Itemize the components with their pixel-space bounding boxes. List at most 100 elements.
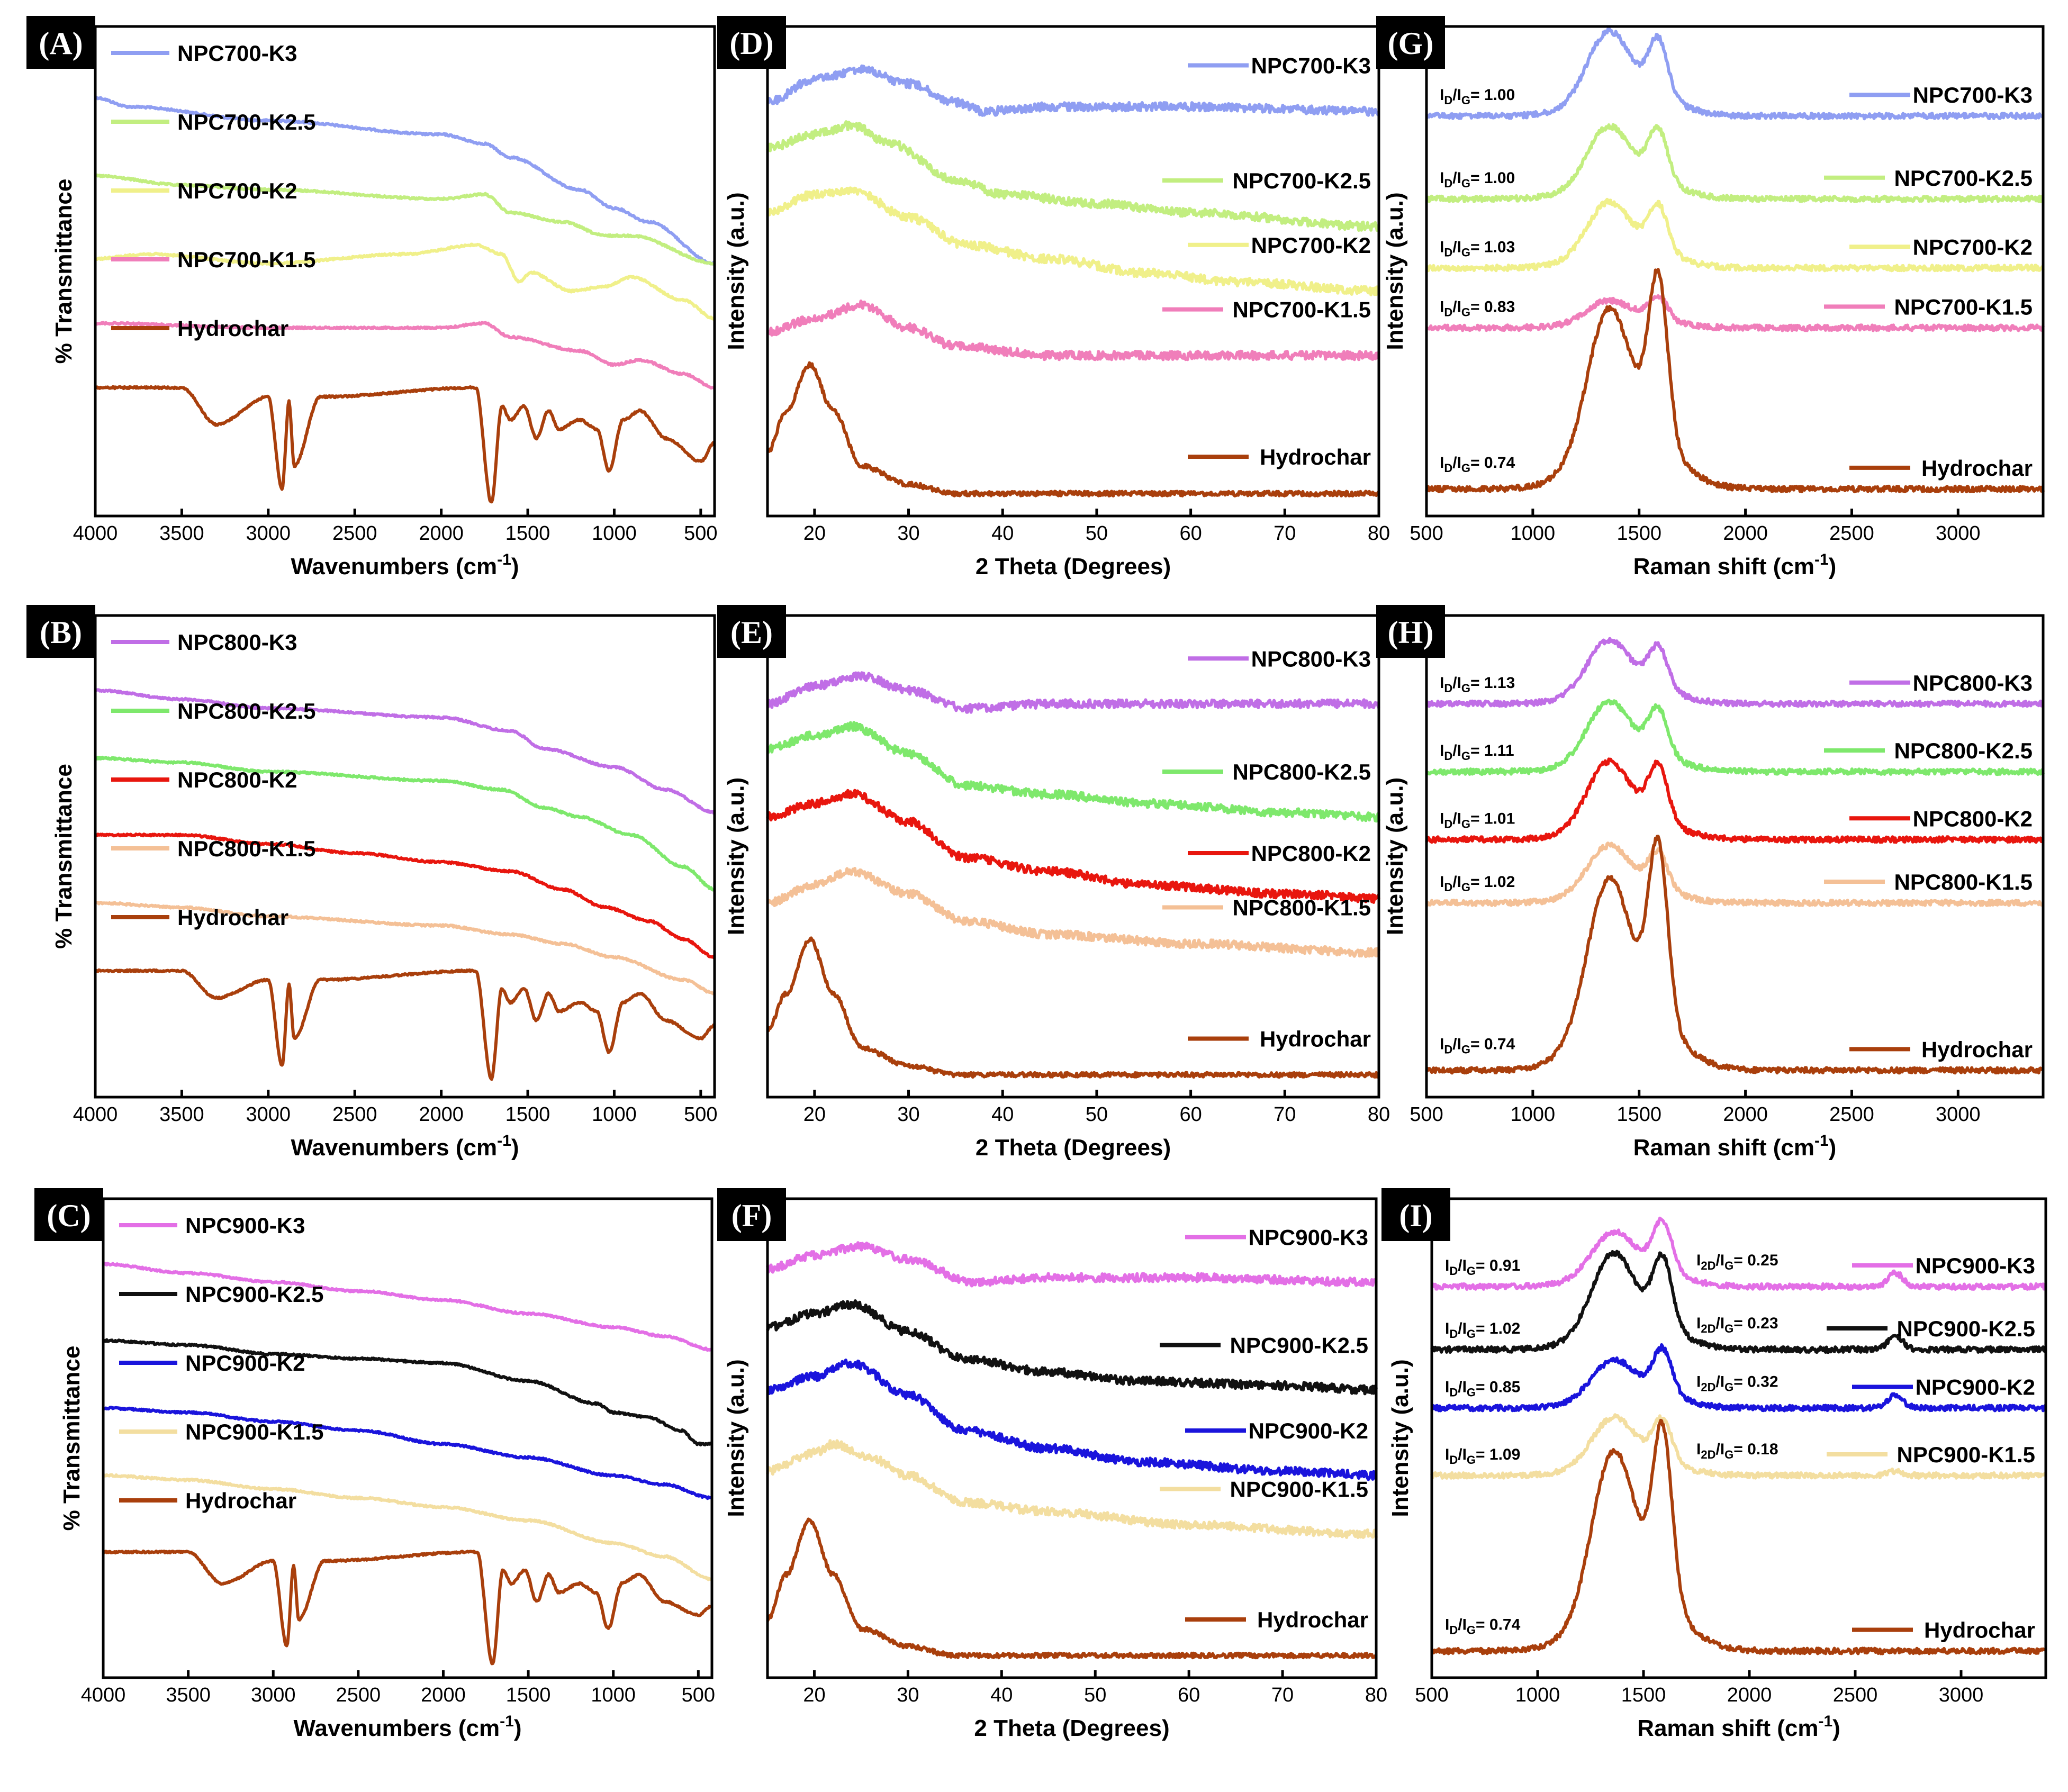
x-tick-label: 2000 bbox=[419, 1103, 464, 1126]
x-tick-label: 500 bbox=[1410, 1103, 1443, 1126]
x-tick-label: 1500 bbox=[506, 1684, 551, 1706]
panel-letter: (C) bbox=[47, 1198, 91, 1233]
legend-label: NPC900-K2 bbox=[185, 1351, 305, 1375]
ratio-annotation: ID/IG= 1.02 bbox=[1445, 1320, 1520, 1341]
legend-label: Hydrochar bbox=[1921, 1037, 2033, 1062]
panel-letter-badge bbox=[1381, 1188, 1450, 1241]
x-tick-label: 1500 bbox=[505, 1103, 550, 1126]
legend-label: NPC700-K1.5 bbox=[1233, 297, 1371, 322]
series-line-npc700-k2-5 bbox=[766, 120, 1380, 232]
legend-label: NPC800-K2.5 bbox=[177, 699, 315, 723]
panel-letter-badge bbox=[1376, 16, 1445, 69]
legend-label: NPC900-K1.5 bbox=[1230, 1477, 1368, 1502]
x-axis-title: Wavenumbers (cm-1) bbox=[294, 1713, 522, 1741]
y-axis-title: Intensity (a.u.) bbox=[723, 192, 749, 350]
x-tick-label: 60 bbox=[1179, 522, 1202, 545]
x-tick-label: 30 bbox=[897, 522, 919, 545]
legend-label: NPC700-K2 bbox=[177, 178, 297, 203]
series-line-npc800-k3 bbox=[766, 671, 1380, 714]
series-line-npc800-k2-5 bbox=[94, 755, 716, 892]
x-tick-label: 500 bbox=[684, 522, 717, 545]
legend-label: NPC700-K1.5 bbox=[1894, 294, 2033, 319]
legend-label: NPC900-K1.5 bbox=[1897, 1442, 2035, 1467]
legend-label: NPC700-K3 bbox=[1251, 53, 1371, 78]
series-line-npc700-k2 bbox=[766, 186, 1380, 296]
legend-label: NPC700-K2.5 bbox=[1894, 166, 2033, 191]
legend-label: NPC900-K2 bbox=[1249, 1418, 1368, 1443]
legend-label: NPC800-K2 bbox=[1251, 841, 1371, 866]
legend-label: NPC700-K2 bbox=[1251, 233, 1371, 258]
series-line-npc700-k3 bbox=[1425, 28, 2044, 121]
i2d-ratio-annotation: I2D/IG= 0.18 bbox=[1696, 1441, 1778, 1461]
chart-panel-g: 500 1000 1500 2000 2500 3000 Raman shift (cm-1… bbox=[1376, 16, 2045, 580]
y-axis-title: % Transmittance bbox=[51, 179, 77, 364]
y-axis-title: % Transmittance bbox=[59, 1346, 85, 1531]
legend-label: NPC700-K2 bbox=[1913, 234, 2033, 259]
x-tick-label: 2000 bbox=[1727, 1684, 1772, 1706]
chart-panel-f: 20 30 40 50 60 70 80 2 Theta (Degrees) Intensity… bbox=[717, 1188, 1387, 1741]
chart-panel-b: 4000 3500 3000 2500 2000 1500 1000 500 Wavenumbe… bbox=[26, 605, 718, 1161]
series-line-npc800-k1-5 bbox=[94, 901, 716, 995]
panel-letter-badge bbox=[26, 605, 95, 658]
x-tick-label: 1500 bbox=[1617, 522, 1661, 545]
plot-frame bbox=[1425, 614, 2045, 1099]
i2d-ratio-annotation: I2D/IG= 0.23 bbox=[1696, 1315, 1778, 1335]
legend-label: NPC800-K2 bbox=[1913, 806, 2033, 831]
ratio-annotation: ID/IG= 0.83 bbox=[1440, 298, 1515, 319]
plot-frame bbox=[766, 1197, 1378, 1679]
legend-label: NPC900-K2.5 bbox=[1897, 1316, 2035, 1341]
x-tick-label: 1000 bbox=[592, 1103, 637, 1126]
legend-label: Hydrochar bbox=[1260, 445, 1371, 469]
ratio-annotation: ID/IG= 1.00 bbox=[1440, 86, 1515, 107]
x-tick-label: 2000 bbox=[419, 522, 464, 545]
x-tick-label: 80 bbox=[1368, 522, 1390, 545]
y-axis-title: Intensity (a.u.) bbox=[1382, 777, 1408, 935]
ratio-annotation: ID/IG= 1.11 bbox=[1440, 742, 1514, 763]
x-tick-label: 20 bbox=[803, 1103, 826, 1126]
x-tick-label: 20 bbox=[803, 522, 826, 545]
x-axis-title: Raman shift (cm-1) bbox=[1637, 1713, 1840, 1741]
x-tick-label: 3000 bbox=[1936, 522, 1981, 545]
x-tick-label: 1500 bbox=[505, 522, 550, 545]
x-tick-label: 500 bbox=[684, 1103, 717, 1126]
series-line-npc900-k2-5 bbox=[102, 1338, 714, 1447]
y-axis-title: Intensity (a.u.) bbox=[1382, 192, 1408, 350]
series-line-npc900-k1-5 bbox=[766, 1439, 1378, 1539]
x-tick-label: 3000 bbox=[1939, 1684, 1984, 1706]
legend-label: NPC700-K2.5 bbox=[177, 110, 315, 134]
x-axis-title: Wavenumbers (cm-1) bbox=[291, 1132, 519, 1161]
x-tick-label: 20 bbox=[803, 1684, 825, 1706]
legend-label: NPC800-K2.5 bbox=[1233, 759, 1371, 784]
series-line-npc700-k3 bbox=[766, 64, 1380, 117]
chart-panel-a: 4000 3500 3000 2500 2000 1500 1000 500 Wavenumbe… bbox=[26, 16, 718, 580]
x-tick-label: 30 bbox=[897, 1684, 919, 1706]
panel-letter: (E) bbox=[730, 615, 773, 650]
legend-label: NPC800-K1.5 bbox=[1233, 895, 1371, 920]
x-tick-label: 4000 bbox=[73, 1103, 118, 1126]
chart-panel-h: 500 1000 1500 2000 2500 3000 Raman shift (cm-1… bbox=[1376, 605, 2045, 1161]
x-tick-label: 2000 bbox=[421, 1684, 466, 1706]
panel-letter: (I) bbox=[1399, 1198, 1432, 1233]
series-line-npc800-k2 bbox=[766, 789, 1380, 904]
panel-letter-badge bbox=[26, 16, 95, 69]
y-axis-title: Intensity (a.u.) bbox=[723, 777, 749, 935]
x-tick-label: 40 bbox=[991, 1103, 1014, 1126]
legend-label: Hydrochar bbox=[1257, 1607, 1368, 1632]
y-axis-title: % Transmittance bbox=[51, 764, 77, 949]
x-tick-label: 2500 bbox=[1833, 1684, 1878, 1706]
legend-label: NPC700-K3 bbox=[177, 41, 297, 66]
legend-label: NPC800-K1.5 bbox=[1894, 870, 2033, 894]
legend-label: NPC800-K3 bbox=[177, 630, 297, 655]
panel-letter-badge bbox=[717, 16, 786, 69]
x-tick-label: 50 bbox=[1086, 522, 1108, 545]
x-tick-label: 3500 bbox=[159, 522, 204, 545]
legend-label: NPC900-K2.5 bbox=[1230, 1333, 1368, 1358]
legend-label: Hydrochar bbox=[177, 905, 288, 930]
x-tick-label: 3500 bbox=[159, 1103, 204, 1126]
x-tick-label: 40 bbox=[991, 522, 1014, 545]
ratio-annotation: ID/IG= 1.09 bbox=[1445, 1446, 1520, 1467]
legend-label: NPC900-K3 bbox=[1249, 1225, 1368, 1250]
x-tick-label: 2500 bbox=[1829, 522, 1874, 545]
series-line-npc700-k1-5 bbox=[94, 321, 716, 390]
x-tick-label: 1000 bbox=[1515, 1684, 1560, 1706]
